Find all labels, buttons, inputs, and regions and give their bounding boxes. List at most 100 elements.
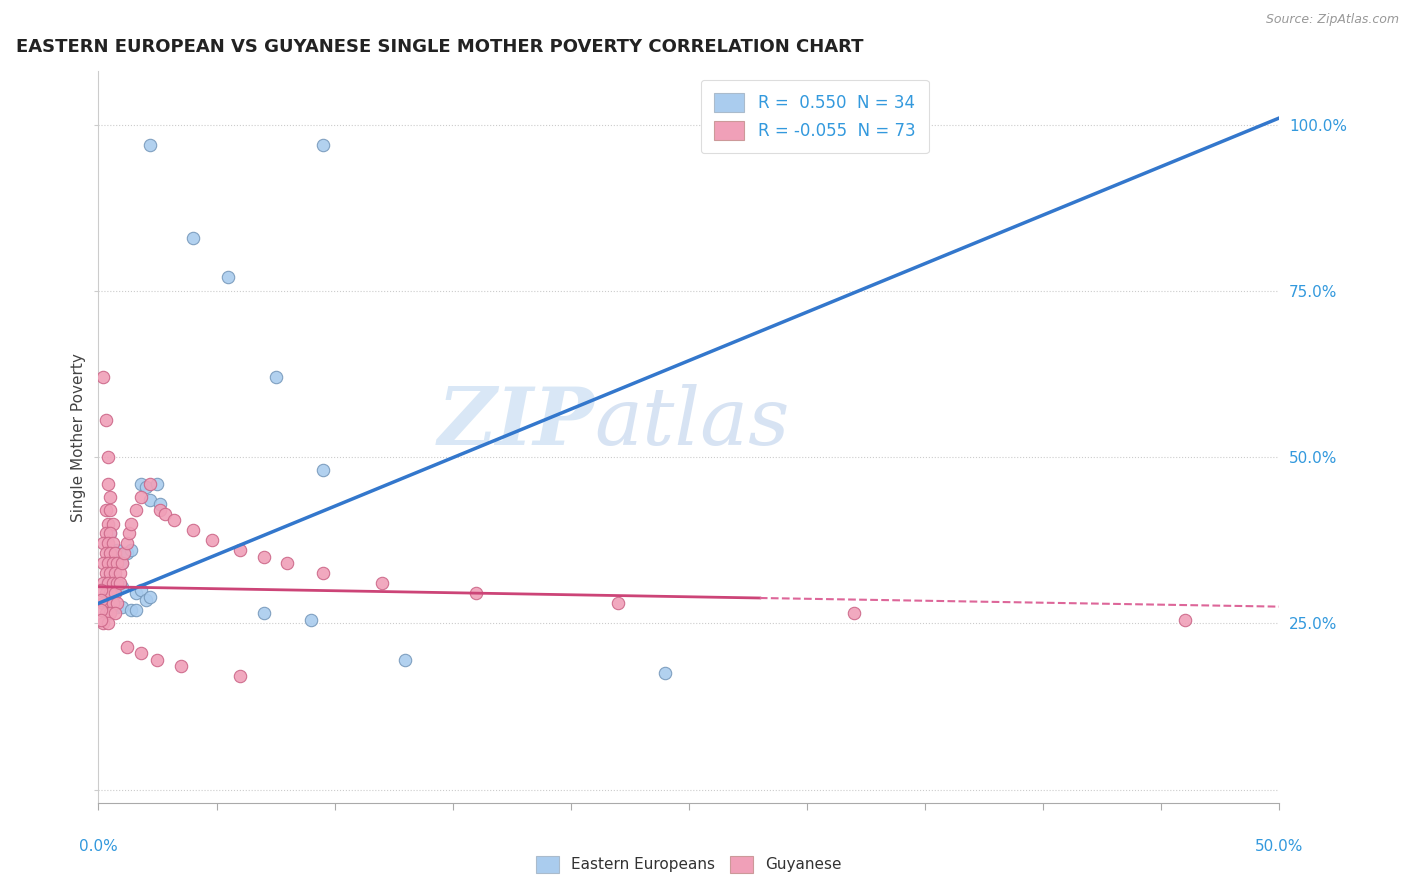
Point xyxy=(299,613,322,627)
Point xyxy=(90,603,112,617)
Point xyxy=(163,513,186,527)
Point xyxy=(112,546,135,560)
Point xyxy=(98,490,121,504)
Point xyxy=(111,557,134,571)
Point xyxy=(181,523,204,537)
Point xyxy=(97,596,120,610)
Point xyxy=(654,666,676,681)
Point xyxy=(115,546,138,560)
Point xyxy=(105,582,128,597)
Point xyxy=(111,557,134,571)
Point xyxy=(371,576,394,591)
Point xyxy=(146,476,169,491)
Point xyxy=(94,546,117,560)
Point xyxy=(101,536,124,550)
Point xyxy=(844,607,866,621)
Point xyxy=(125,503,148,517)
Point xyxy=(101,596,124,610)
Point xyxy=(94,586,117,600)
Point xyxy=(139,137,162,152)
Point xyxy=(465,586,488,600)
Text: 0.0%: 0.0% xyxy=(79,839,118,855)
Point xyxy=(97,573,120,587)
Text: Source: ZipAtlas.com: Source: ZipAtlas.com xyxy=(1265,13,1399,27)
Point xyxy=(98,586,121,600)
Point xyxy=(97,557,120,571)
Text: atlas: atlas xyxy=(595,384,790,461)
Point xyxy=(149,497,172,511)
Point xyxy=(94,413,117,427)
Point xyxy=(115,536,138,550)
Point xyxy=(90,593,112,607)
Point xyxy=(91,536,114,550)
Point xyxy=(105,557,128,571)
Point xyxy=(312,137,335,152)
Text: ZIP: ZIP xyxy=(437,384,595,461)
Point xyxy=(253,549,276,564)
Point xyxy=(97,516,120,531)
Legend: Eastern Europeans, Guyanese: Eastern Europeans, Guyanese xyxy=(530,849,848,880)
Point xyxy=(111,580,134,594)
Point xyxy=(121,603,143,617)
Point xyxy=(90,613,112,627)
Point xyxy=(91,370,114,384)
Point xyxy=(312,463,335,477)
Point xyxy=(253,607,276,621)
Point xyxy=(201,533,224,548)
Point xyxy=(94,503,117,517)
Text: 50.0%: 50.0% xyxy=(1256,839,1303,855)
Point xyxy=(115,640,138,654)
Point xyxy=(91,596,114,610)
Point xyxy=(229,669,252,683)
Point xyxy=(394,653,416,667)
Point xyxy=(121,516,143,531)
Point xyxy=(1174,613,1197,627)
Point xyxy=(217,270,239,285)
Point xyxy=(97,536,120,550)
Point xyxy=(153,507,176,521)
Point xyxy=(101,576,124,591)
Point xyxy=(139,590,162,604)
Point xyxy=(104,607,127,621)
Point xyxy=(101,596,124,610)
Point xyxy=(607,596,630,610)
Point xyxy=(146,653,169,667)
Point xyxy=(108,576,131,591)
Point xyxy=(104,546,127,560)
Point xyxy=(94,566,117,581)
Point xyxy=(98,526,121,541)
Point xyxy=(97,576,120,591)
Point xyxy=(91,557,114,571)
Point xyxy=(97,476,120,491)
Point xyxy=(125,586,148,600)
Point xyxy=(94,526,117,541)
Point xyxy=(97,616,120,631)
Point xyxy=(98,607,121,621)
Point xyxy=(264,370,287,384)
Point xyxy=(229,543,252,558)
Point xyxy=(90,582,112,597)
Point xyxy=(105,543,128,558)
Point xyxy=(104,586,127,600)
Point xyxy=(135,593,157,607)
Point xyxy=(104,566,127,581)
Point xyxy=(108,566,131,581)
Point xyxy=(111,599,134,614)
Point xyxy=(129,490,152,504)
Point xyxy=(104,570,127,584)
Point xyxy=(101,576,124,591)
Point xyxy=(135,480,157,494)
Point xyxy=(276,557,298,571)
Point xyxy=(105,599,128,614)
Point xyxy=(312,566,335,581)
Point xyxy=(139,476,162,491)
Point xyxy=(121,543,143,558)
Text: EASTERN EUROPEAN VS GUYANESE SINGLE MOTHER POVERTY CORRELATION CHART: EASTERN EUROPEAN VS GUYANESE SINGLE MOTH… xyxy=(15,38,863,56)
Point xyxy=(105,576,128,591)
Point xyxy=(125,603,148,617)
Point xyxy=(98,503,121,517)
Point xyxy=(91,576,114,591)
Point xyxy=(181,230,204,244)
Point xyxy=(170,659,193,673)
Point xyxy=(129,646,152,660)
